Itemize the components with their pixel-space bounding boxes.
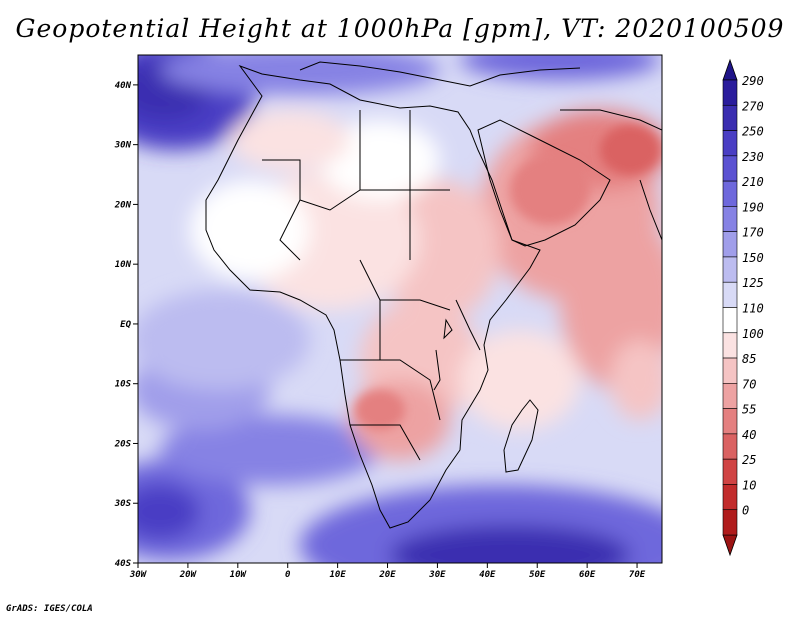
y-tick-label: 40S [115, 559, 132, 569]
colorbar-label: 230 [742, 150, 764, 164]
colorbar-label: 25 [742, 453, 756, 467]
colorbar: 2902702502302101901701501251101008570554… [722, 58, 764, 557]
colorbar-swatch [722, 180, 738, 207]
x-tick-label: 60E [579, 570, 596, 580]
x-tick-label: 70E [629, 570, 646, 580]
x-tick-label: 10W [230, 570, 248, 580]
x-tick-label: 30E [428, 570, 446, 580]
colorbar-label: 290 [742, 74, 764, 88]
colorbar-label: 210 [742, 175, 764, 189]
map-title: Geopotential Height at 1000hPa [gpm], VT… [15, 14, 785, 43]
y-tick-label: 20N [114, 200, 132, 210]
x-tick-label: 40E [479, 570, 496, 580]
colorbar-label: 85 [742, 352, 756, 366]
x-tick-label: 50E [529, 570, 546, 580]
colorbar-label: 100 [742, 327, 764, 341]
colorbar-label: 190 [742, 200, 764, 214]
colorbar-swatch [722, 155, 738, 182]
colorbar-swatch [722, 281, 738, 308]
colorbar-label: 70 [742, 377, 756, 391]
colorbar-swatch [722, 509, 738, 536]
colorbar-swatch [722, 130, 738, 157]
y-tick-label: 10N [115, 260, 132, 270]
colorbar-label: 55 [742, 403, 756, 417]
x-tick-label: 20W [179, 570, 198, 580]
colorbar-label: 0 [742, 504, 749, 518]
x-tick-label: 20E [378, 570, 396, 580]
colorbar-label: 125 [742, 276, 764, 290]
height-field [138, 55, 662, 563]
colorbar-label: 10 [742, 478, 756, 492]
colorbar-swatch [722, 458, 738, 485]
colorbar-swatch [722, 383, 738, 409]
y-axis: 40N 30N 20N 10N EQ 10S 20S 30S 40S [114, 81, 138, 569]
colorbar-swatch [722, 357, 738, 384]
x-tick-label: 30W [129, 570, 148, 580]
colorbar-swatch [722, 206, 738, 232]
y-tick-label: 40N [115, 81, 132, 91]
y-tick-label: 30S [114, 499, 132, 509]
y-tick-label: 20S [114, 439, 132, 449]
colorbar-swatch [722, 231, 738, 258]
x-tick-label: 0 [285, 570, 291, 580]
map-frame [137, 54, 663, 564]
colorbar-swatch [722, 433, 738, 460]
colorbar-label: 250 [742, 125, 764, 139]
colorbar-label: 270 [742, 99, 764, 113]
colorbar-swatch [722, 484, 738, 511]
colorbar-swatch [722, 332, 738, 359]
colorbar-top-arrow [722, 58, 738, 81]
colorbar-label: 170 [742, 226, 764, 240]
colorbar-bottom-arrow [722, 534, 738, 557]
colorbar-swatch [722, 79, 738, 106]
y-tick-label: EQ [120, 320, 131, 330]
colorbar-label: 110 [742, 302, 764, 316]
x-axis: 30W 20W 10W 0 10E 20E 30E 40E 50E 60E 70E [129, 563, 646, 580]
colorbar-swatch [722, 408, 738, 435]
colorbar-label: 40 [742, 428, 756, 442]
y-tick-label: 30N [114, 141, 132, 151]
colorbar-swatch [722, 104, 738, 131]
colorbar-swatch [722, 307, 738, 334]
x-tick-label: 10E [329, 570, 346, 580]
colorbar-swatch [722, 256, 738, 283]
y-tick-label: 10S [115, 380, 132, 390]
credit-label: GrADS: IGES/COLA [6, 604, 93, 614]
colorbar-label: 150 [742, 251, 764, 265]
coastlines [205, 61, 662, 529]
